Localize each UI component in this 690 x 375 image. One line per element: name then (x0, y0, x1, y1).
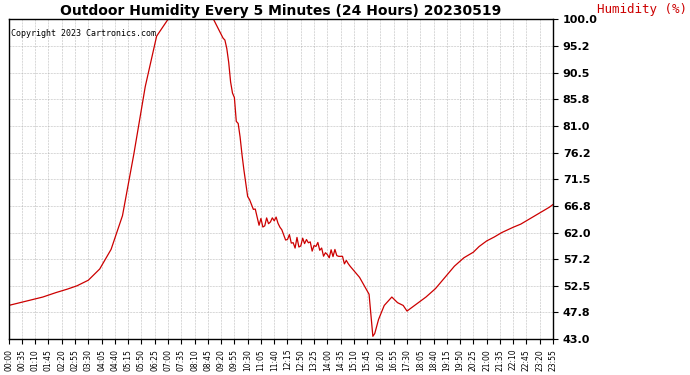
Text: Copyright 2023 Cartronics.com: Copyright 2023 Cartronics.com (12, 29, 157, 38)
Title: Outdoor Humidity Every 5 Minutes (24 Hours) 20230519: Outdoor Humidity Every 5 Minutes (24 Hou… (60, 4, 502, 18)
Y-axis label: Humidity (%): Humidity (%) (597, 3, 687, 16)
